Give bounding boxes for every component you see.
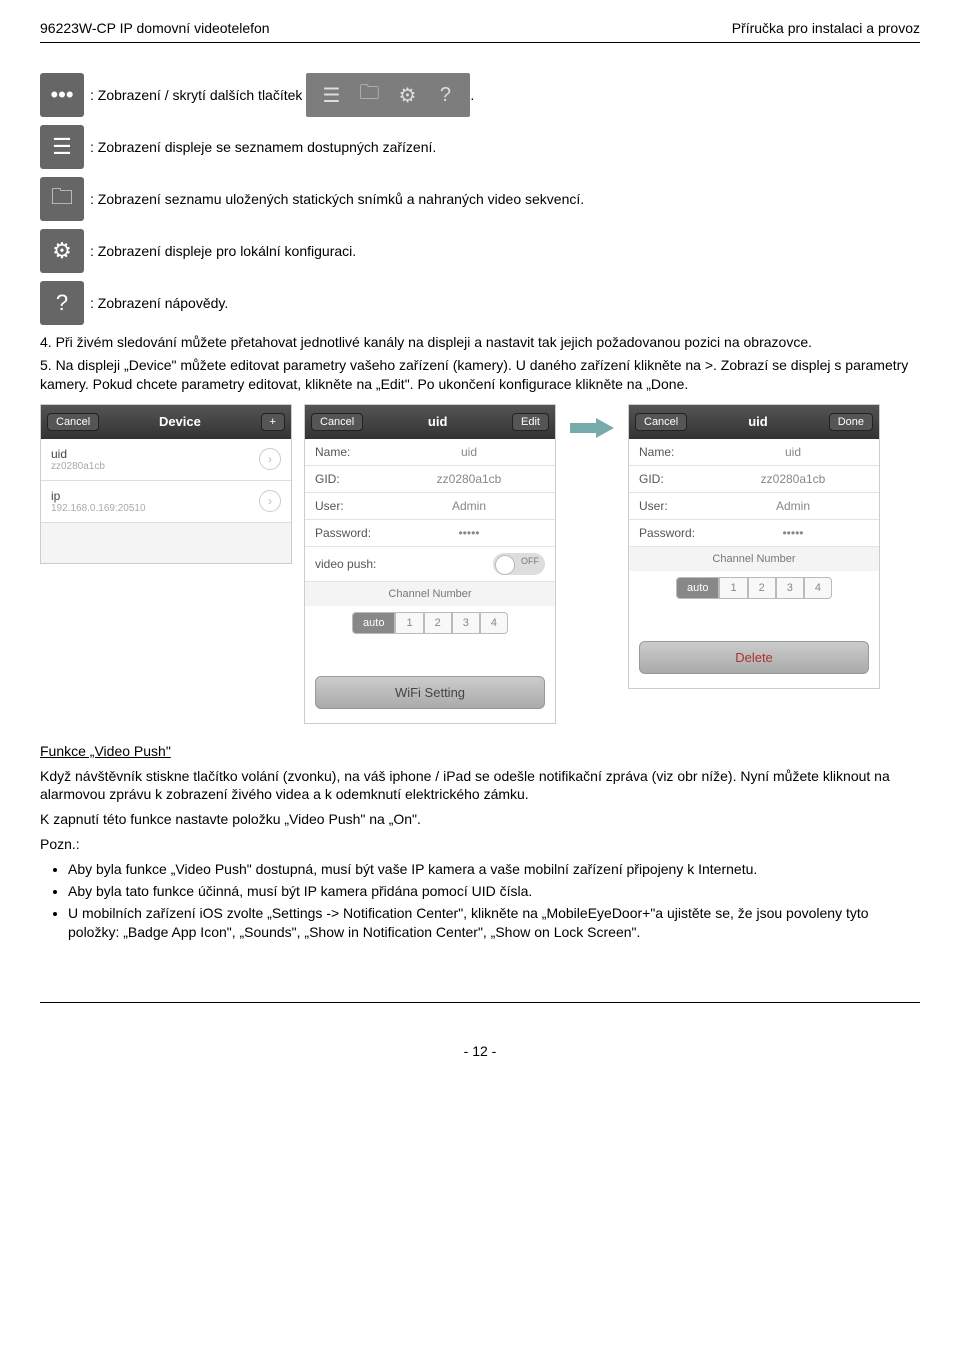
ip-value: 192.168.0.169:20510 — [51, 503, 146, 514]
delete-button[interactable]: Delete — [639, 641, 869, 674]
seg-3[interactable]: 3 — [776, 577, 804, 599]
gid-label: GID: — [639, 472, 717, 486]
nav-title: Device — [159, 414, 201, 429]
user-label: User: — [639, 499, 717, 513]
add-button[interactable]: + — [261, 413, 285, 431]
divider — [40, 42, 920, 43]
bullet-item: U mobilních zařízení iOS zvolte „Setting… — [68, 904, 920, 942]
gid-value: zz0280a1cb — [393, 472, 545, 486]
help-icon: ? — [40, 281, 84, 325]
seg-2[interactable]: 2 — [424, 612, 452, 634]
list-desc: : Zobrazení displeje se seznamem dostupn… — [90, 139, 436, 155]
folder-icon: 🗀 — [350, 78, 388, 112]
seg-auto[interactable]: auto — [676, 577, 719, 599]
user-value: Admin — [393, 499, 545, 513]
divider — [40, 1002, 920, 1003]
password-label: Password: — [639, 526, 717, 540]
seg-2[interactable]: 2 — [748, 577, 776, 599]
phone-uid-edit: Cancel uid Done Name:uid GID:zz0280a1cb … — [628, 404, 880, 689]
page-number: - 12 - — [40, 1043, 920, 1079]
cancel-button[interactable]: Cancel — [311, 413, 363, 431]
cancel-button[interactable]: Cancel — [635, 413, 687, 431]
chevron-icon[interactable]: › — [259, 490, 281, 512]
header-right: Příručka pro instalaci a provoz — [732, 20, 920, 36]
user-value[interactable]: Admin — [717, 499, 869, 513]
gid-label: GID: — [315, 472, 393, 486]
edit-button[interactable]: Edit — [512, 413, 549, 431]
seg-1[interactable]: 1 — [719, 577, 747, 599]
help-desc: : Zobrazení nápovědy. — [90, 295, 228, 311]
seg-auto[interactable]: auto — [352, 612, 395, 634]
name-value: uid — [393, 445, 545, 459]
seg-4[interactable]: 4 — [804, 577, 832, 599]
list-item[interactable]: ip 192.168.0.169:20510 › — [41, 481, 291, 523]
help-icon: ? — [426, 84, 464, 107]
password-value: ••••• — [393, 526, 545, 540]
videopush-title: Funkce „Video Push" — [40, 743, 171, 759]
arrow-icon — [568, 404, 616, 438]
channel-segment[interactable]: auto 1 2 3 4 — [305, 606, 555, 646]
videopush-toggle[interactable] — [493, 553, 545, 575]
password-value[interactable]: ••••• — [717, 526, 869, 540]
uid-label: uid — [51, 447, 67, 461]
seg-3[interactable]: 3 — [452, 612, 480, 634]
gear-desc: : Zobrazení displeje pro lokální konfigu… — [90, 243, 356, 259]
gear-icon: ⚙ — [40, 229, 84, 273]
list-icon: ☰ — [40, 125, 84, 169]
bullet-item: Aby byla tato funkce účinná, musí být IP… — [68, 882, 920, 901]
paragraph-5: 5. Na displeji „Device" můžete editovat … — [40, 356, 920, 394]
uid-value: zz0280a1cb — [51, 461, 105, 472]
toolbar-preview: ☰ 🗀 ⚙ ? — [306, 73, 470, 117]
paragraph-4: 4. Při živém sledování můžete přetahovat… — [40, 333, 920, 352]
cancel-button[interactable]: Cancel — [47, 413, 99, 431]
header-left: 96223W-CP IP domovní videotelefon — [40, 20, 270, 36]
videopush-p3: Pozn.: — [40, 835, 920, 854]
dots-icon: ••• — [40, 73, 84, 117]
phone-device-list: Cancel Device + uid zz0280a1cb › ip — [40, 404, 292, 564]
trailing-dot: . — [470, 87, 474, 103]
password-label: Password: — [315, 526, 393, 540]
chevron-icon[interactable]: › — [259, 448, 281, 470]
folder-desc: : Zobrazení seznamu uložených statických… — [90, 191, 584, 207]
name-label: Name: — [639, 445, 717, 459]
videopush-label: video push: — [315, 557, 376, 571]
done-button[interactable]: Done — [829, 413, 873, 431]
folder-icon: 🗀 — [40, 177, 84, 221]
ip-label: ip — [51, 489, 60, 503]
nav-title: uid — [748, 414, 768, 429]
videopush-p2: K zapnutí této funkce nastavte položku „… — [40, 810, 920, 829]
seg-4[interactable]: 4 — [480, 612, 508, 634]
nav-title: uid — [428, 414, 448, 429]
list-item[interactable]: uid zz0280a1cb › — [41, 439, 291, 481]
channel-segment[interactable]: auto 1 2 3 4 — [629, 571, 879, 611]
phone-uid-view: Cancel uid Edit Name:uid GID:zz0280a1cb … — [304, 404, 556, 724]
channel-caption: Channel Number — [305, 582, 555, 606]
list-icon: ☰ — [312, 83, 350, 108]
name-label: Name: — [315, 445, 393, 459]
name-value[interactable]: uid — [717, 445, 869, 459]
gear-icon: ⚙ — [388, 83, 426, 108]
wifi-setting-button[interactable]: WiFi Setting — [315, 676, 545, 709]
gid-value[interactable]: zz0280a1cb — [717, 472, 869, 486]
bullet-item: Aby byla funkce „Video Push" dostupná, m… — [68, 860, 920, 879]
dots-desc: : Zobrazení / skrytí dalších tlačítek — [90, 87, 302, 103]
channel-caption: Channel Number — [629, 547, 879, 571]
user-label: User: — [315, 499, 393, 513]
videopush-p1: Když návštěvník stiskne tlačítko volání … — [40, 767, 920, 805]
seg-1[interactable]: 1 — [395, 612, 423, 634]
